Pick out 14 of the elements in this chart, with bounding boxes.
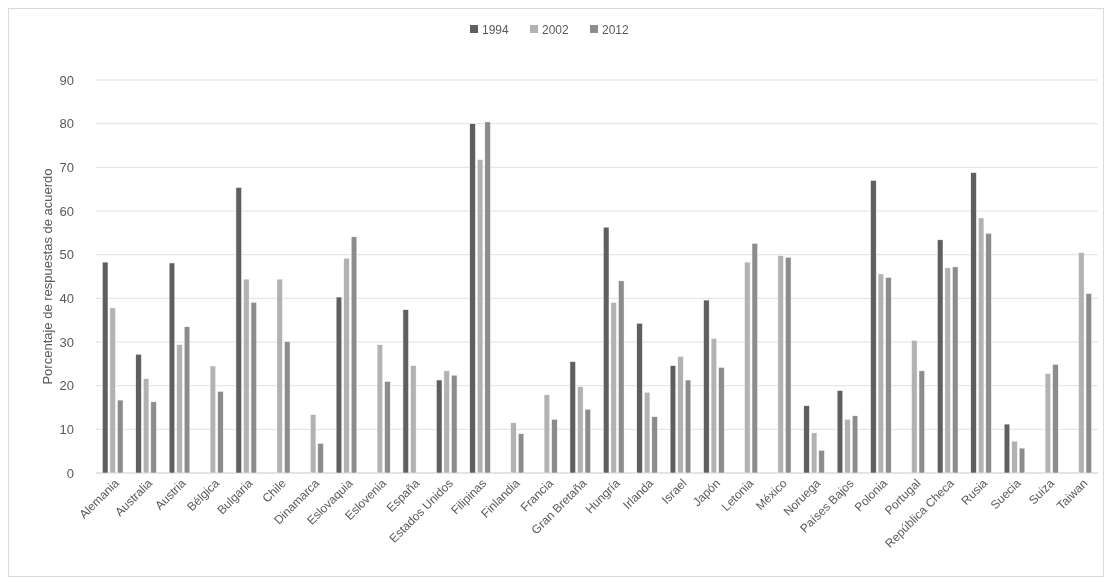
y-tick-label: 80 [59,116,74,132]
y-axis-title: Porcentaje de respuestas de acuerdo [40,168,55,385]
y-tick-label: 0 [66,465,74,481]
y-tick-label: 60 [59,203,74,219]
y-tick-label: 30 [59,334,74,350]
y-tick-label: 20 [59,378,74,394]
legend-label: 2012 [602,23,630,38]
y-tick-label: 40 [59,290,74,306]
y-tick-label: 10 [59,421,74,437]
y-tick-label: 70 [59,159,74,175]
legend-label: 2002 [542,23,570,38]
y-tick-label: 50 [59,247,74,263]
y-tick-label: 90 [59,72,74,88]
legend-label: 1994 [482,23,510,38]
